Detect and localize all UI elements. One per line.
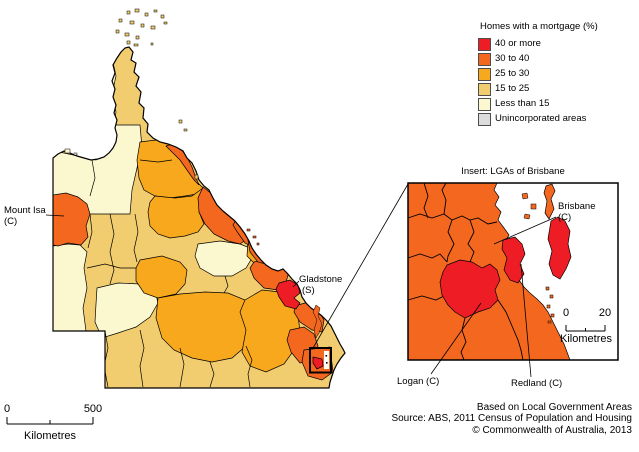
region-west-border — [53, 243, 88, 332]
attribution-line: Based on Local Government Areas — [476, 402, 632, 413]
queensland-map — [6, 8, 409, 425]
islands — [64, 8, 323, 339]
region-brisbane-dot — [312, 356, 324, 370]
insert-scale-unit: Kilometres — [560, 333, 612, 345]
legend-label: 40 or more — [495, 38, 541, 49]
lga-regions — [53, 47, 345, 388]
legend-swatch-15-to-25 — [478, 83, 491, 96]
brisbane-insert-map — [407, 182, 619, 378]
gladstone-leader — [292, 280, 300, 288]
insert-stradbroke-island — [547, 216, 572, 280]
legend-swatch-less-than-15 — [478, 98, 491, 111]
brisbane-label: Brisbane (C) — [558, 201, 596, 223]
brisbane-locator — [309, 347, 332, 374]
region-mount-isa — [53, 192, 91, 247]
inset-connector-line — [312, 183, 409, 349]
main-scale-start: 0 — [3, 403, 11, 415]
region-gladstone — [275, 279, 301, 310]
insert-brisbane-leader — [493, 216, 557, 245]
insert-bay-islets — [521, 192, 555, 324]
insert-scale-start: 0 — [562, 307, 570, 319]
insert-logan-leader — [430, 302, 482, 375]
attribution-line: Source: ABS, 2011 Census of Population a… — [391, 413, 632, 425]
legend-label: 25 to 30 — [495, 68, 530, 79]
main-scale-unit: Kilometres — [24, 430, 76, 442]
legend-label: Less than 15 — [495, 98, 550, 109]
attribution: Based on Local Government Areas Source: … — [391, 402, 632, 436]
region-central-west — [94, 282, 159, 339]
mount-isa-leader — [45, 214, 65, 217]
locator-rectangle — [309, 347, 332, 374]
region-belyando — [194, 240, 253, 277]
logan-label: Logan (C) — [397, 376, 440, 387]
redland-label: Redland (C) — [511, 378, 563, 389]
insert-region-logan — [439, 259, 501, 319]
insert-scale-bar — [565, 325, 606, 332]
lga-boundary-lines — [86, 159, 253, 388]
queensland-outline — [52, 46, 346, 389]
legend-swatch-40-or-more — [478, 38, 491, 51]
legend-swatch-unincorporated — [478, 113, 491, 126]
legend-swatch-25-to-30 — [478, 68, 491, 81]
legend-label: 15 to 25 — [495, 83, 530, 94]
locator-bay — [324, 351, 329, 369]
insert-title: Insert: LGAs of Brisbane — [461, 166, 565, 177]
insert-redland-leader — [520, 263, 532, 378]
insert-region-redland — [501, 236, 526, 284]
insert-frame — [407, 182, 619, 361]
legend-title: Homes with a mortgage (%) — [480, 21, 598, 32]
mount-isa-label: Mount Isa (C) — [4, 205, 46, 227]
legend-swatch-30-to-40 — [478, 53, 491, 66]
legend-label: Unincorporated areas — [495, 113, 587, 124]
attribution-line: © Commonwealth of Australia, 2013 — [472, 424, 632, 436]
main-scale-bar — [6, 417, 94, 425]
region-longreach — [135, 255, 188, 299]
gladstone-label: Gladstone (S) — [299, 274, 343, 296]
fraser-island — [312, 304, 323, 339]
legend-label: 30 to 40 — [495, 53, 530, 64]
main-scale-end: 500 — [83, 403, 103, 415]
insert-scale-end: 20 — [598, 307, 612, 319]
insert-moreton-island — [543, 183, 556, 220]
insert-lga-boundaries — [407, 182, 524, 361]
region-charters-towers — [147, 187, 205, 239]
